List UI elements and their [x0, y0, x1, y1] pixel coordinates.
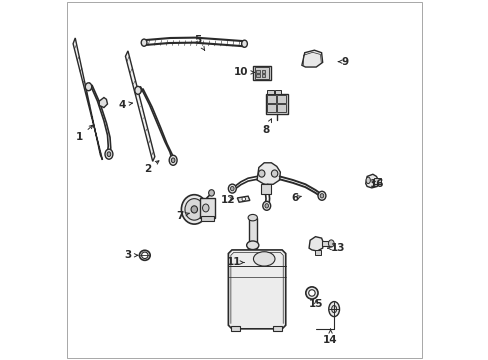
Ellipse shape [366, 177, 369, 184]
Bar [260, 184, 271, 194]
Polygon shape [301, 50, 322, 67]
Text: 3: 3 [124, 250, 138, 260]
Polygon shape [99, 98, 107, 108]
Ellipse shape [105, 149, 113, 159]
Ellipse shape [228, 184, 236, 193]
Bar [273, 326, 282, 331]
Ellipse shape [169, 155, 177, 165]
Text: 6: 6 [290, 193, 301, 203]
Ellipse shape [258, 170, 264, 177]
Text: 2: 2 [144, 161, 159, 174]
Polygon shape [237, 196, 249, 202]
Bar [277, 95, 285, 103]
Bar [254, 67, 269, 79]
Ellipse shape [253, 252, 274, 266]
Ellipse shape [305, 287, 317, 299]
Ellipse shape [262, 201, 270, 210]
Ellipse shape [242, 197, 245, 201]
Text: 16: 16 [369, 179, 384, 189]
Polygon shape [257, 163, 280, 184]
Polygon shape [308, 237, 323, 251]
Bar [277, 104, 285, 112]
Ellipse shape [308, 290, 314, 296]
Bar [321, 241, 330, 246]
Text: 1: 1 [76, 125, 93, 142]
Ellipse shape [247, 244, 257, 251]
Ellipse shape [264, 204, 268, 208]
Bar [314, 250, 320, 255]
Bar [248, 218, 256, 248]
Ellipse shape [202, 204, 208, 212]
Ellipse shape [247, 215, 257, 221]
Ellipse shape [328, 302, 339, 317]
Ellipse shape [142, 252, 148, 258]
Ellipse shape [246, 241, 258, 249]
Bar [373, 178, 381, 184]
Text: 13: 13 [327, 243, 344, 253]
Bar [253, 66, 270, 80]
Polygon shape [228, 250, 285, 329]
Bar [267, 104, 276, 112]
Ellipse shape [331, 306, 336, 313]
Bar [267, 95, 276, 103]
Ellipse shape [139, 250, 150, 260]
Text: 9: 9 [338, 57, 348, 67]
Ellipse shape [191, 206, 197, 213]
Bar [266, 90, 273, 94]
Ellipse shape [271, 170, 277, 177]
Polygon shape [365, 174, 378, 188]
Bar [199, 198, 214, 218]
Ellipse shape [230, 186, 234, 191]
Text: 7: 7 [176, 211, 189, 221]
Bar [261, 74, 265, 77]
Ellipse shape [328, 240, 333, 247]
Ellipse shape [184, 199, 203, 220]
Ellipse shape [171, 158, 175, 163]
Ellipse shape [107, 152, 110, 157]
Bar [261, 69, 265, 73]
Ellipse shape [208, 190, 214, 196]
Bar [256, 74, 260, 77]
Text: 12: 12 [220, 195, 234, 205]
Bar [230, 326, 239, 331]
Ellipse shape [317, 191, 325, 200]
Text: 10: 10 [233, 67, 254, 77]
Polygon shape [125, 51, 155, 161]
Polygon shape [73, 38, 102, 160]
Ellipse shape [320, 194, 323, 198]
Ellipse shape [85, 83, 92, 91]
Text: 15: 15 [308, 299, 323, 309]
Bar [265, 94, 287, 114]
Ellipse shape [181, 195, 207, 224]
Text: 8: 8 [262, 119, 271, 135]
Ellipse shape [241, 40, 247, 47]
Bar [201, 216, 213, 221]
Text: 11: 11 [226, 257, 244, 267]
Bar [274, 90, 281, 94]
Text: 14: 14 [323, 329, 337, 345]
Bar [256, 69, 260, 73]
Text: 5: 5 [194, 35, 204, 50]
Text: 4: 4 [119, 100, 132, 110]
Ellipse shape [141, 39, 147, 46]
Ellipse shape [135, 86, 141, 94]
